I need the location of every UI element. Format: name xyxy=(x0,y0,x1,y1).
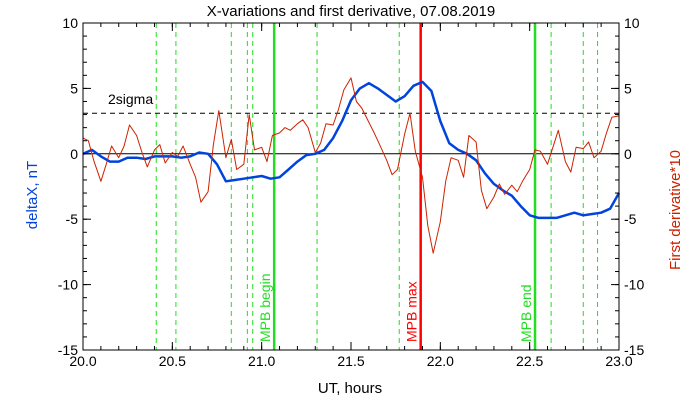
plot-area: MPB begin MPB max MPB end xyxy=(82,23,621,350)
axes: 20.0 20.5 21.0 21.5 22.0 22.5 23.0 10 10 5 5 0 0 -5 -5… xyxy=(58,15,645,369)
y-axis-label-left: deltaX, nT xyxy=(24,161,41,229)
y-tick-label-left: 0 xyxy=(70,146,78,162)
y-tick-label-left: -5 xyxy=(66,211,79,227)
y-tick-label-right: -5 xyxy=(624,211,637,227)
y-tick-label-left: -10 xyxy=(58,277,78,293)
x-tick-label: 20.0 xyxy=(69,353,96,369)
x-tick-label: 20.5 xyxy=(159,353,186,369)
y-tick-label-right: -15 xyxy=(624,342,644,358)
x-axis-label: UT, hours xyxy=(318,380,382,397)
y-axis-label-right: First derivative*10 xyxy=(667,150,684,270)
y-tick-label-left: 5 xyxy=(70,80,78,96)
y-tick-label-left: -15 xyxy=(58,342,78,358)
y-tick-label-left: 10 xyxy=(62,15,78,31)
y-tick-label-right: 5 xyxy=(624,80,632,96)
chart-title: X-variations and first derivative, 07.08… xyxy=(207,3,496,20)
x-tick-label: 21.0 xyxy=(248,353,275,369)
x-tick-label: 22.0 xyxy=(427,353,454,369)
mpb-marker-label: MPB max xyxy=(404,281,420,342)
x-tick-label: 22.5 xyxy=(516,353,543,369)
y-tick-label-right: -10 xyxy=(624,277,644,293)
x-tick-label: 23.0 xyxy=(605,353,632,369)
y-tick-label-right: 0 xyxy=(624,146,632,162)
x-tick-label: 21.5 xyxy=(337,353,364,369)
mpb-marker-label: MPB begin xyxy=(257,274,273,342)
y-tick-label-right: 10 xyxy=(624,15,640,31)
derivative-series-line xyxy=(82,77,620,254)
threshold-label: 2sigma xyxy=(108,91,153,107)
deltax-series-line xyxy=(82,80,621,220)
mpb-marker-label: MPB end xyxy=(518,284,534,342)
plot-frame xyxy=(82,22,620,351)
